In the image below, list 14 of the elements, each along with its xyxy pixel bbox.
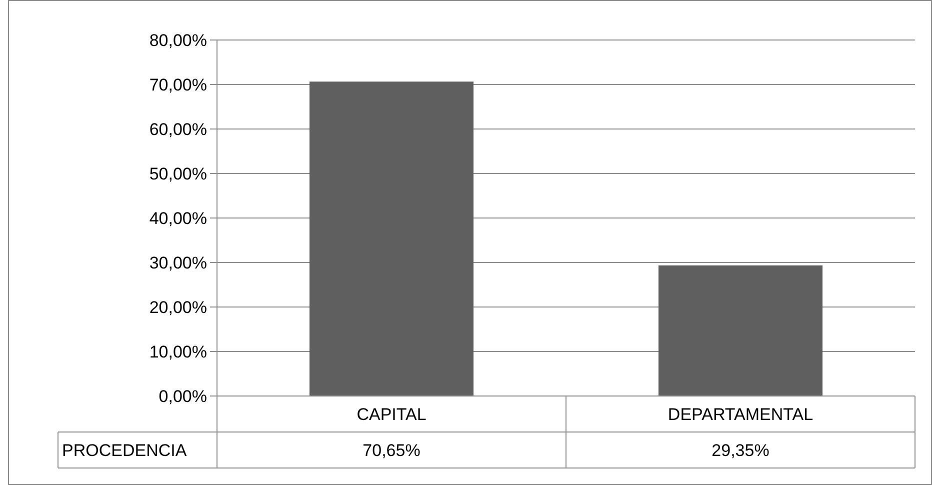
x-tick-label: DEPARTAMENTAL — [668, 404, 814, 424]
data-label: 29,35% — [712, 440, 770, 460]
y-tick-label: 10,00% — [149, 342, 207, 362]
y-tick-label: 80,00% — [149, 30, 207, 50]
x-tick-label: CAPITAL — [356, 404, 426, 424]
y-tick-label: 60,00% — [149, 120, 207, 139]
y-tick-label: 30,00% — [149, 253, 207, 272]
y-tick-label: 0,00% — [158, 386, 207, 406]
y-tick-label: 20,00% — [149, 298, 207, 317]
data-label: 70,65% — [362, 440, 420, 460]
y-tick-label: 50,00% — [149, 164, 207, 184]
y-tick-label: 40,00% — [149, 208, 207, 228]
text: PROCEDENCIA — [62, 440, 188, 460]
y-tick-label: 70,00% — [149, 75, 207, 94]
